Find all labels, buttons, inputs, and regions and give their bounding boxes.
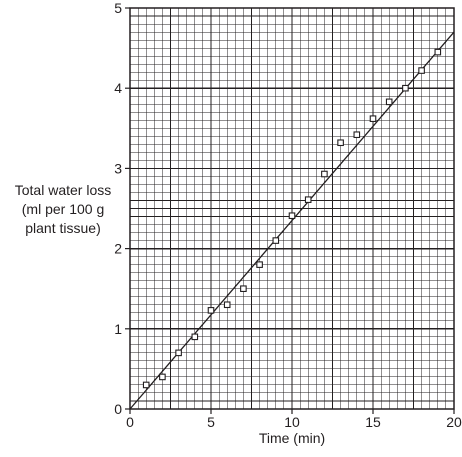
y-tick-label: 2 — [114, 241, 122, 257]
data-point — [159, 373, 166, 381]
data-point — [385, 98, 393, 106]
data-point — [272, 237, 280, 244]
y-tick-label: 4 — [114, 80, 122, 96]
data-point — [240, 285, 247, 293]
data-point — [142, 381, 150, 389]
y-tick-label: 1 — [114, 321, 122, 337]
y-tick-label: 5 — [114, 0, 122, 16]
data-point — [369, 115, 377, 122]
y-axis-label-line-1: Total water loss — [14, 182, 112, 198]
data-point — [337, 139, 344, 147]
data-point — [207, 307, 215, 314]
data-point — [353, 131, 361, 139]
data-point — [304, 196, 312, 203]
data-point — [321, 170, 328, 178]
y-tick-label: 0 — [114, 401, 122, 417]
x-axis-label: Time (min) — [258, 430, 326, 446]
y-tick-label: 3 — [114, 160, 122, 176]
y-axis-label-line-3: plant tissue) — [25, 220, 101, 236]
data-point — [223, 301, 231, 309]
x-tick-label: 10 — [284, 414, 300, 430]
data-point — [175, 349, 182, 357]
data-point — [191, 333, 199, 341]
data-point — [402, 84, 409, 92]
x-tick-label: 15 — [365, 414, 381, 430]
data-point — [434, 48, 442, 56]
trend-line — [129, 31, 455, 410]
y-axis-label-line-2: (ml per 100 g — [21, 201, 105, 217]
y-axis-label: Total water loss (ml per 100 g plant tis… — [0, 181, 126, 238]
x-tick-label: 5 — [207, 414, 215, 430]
x-tick-label: 20 — [446, 414, 462, 430]
data-point — [288, 212, 296, 220]
data-point — [256, 261, 263, 268]
data-point — [418, 67, 425, 74]
x-tick-label: 0 — [126, 414, 134, 430]
